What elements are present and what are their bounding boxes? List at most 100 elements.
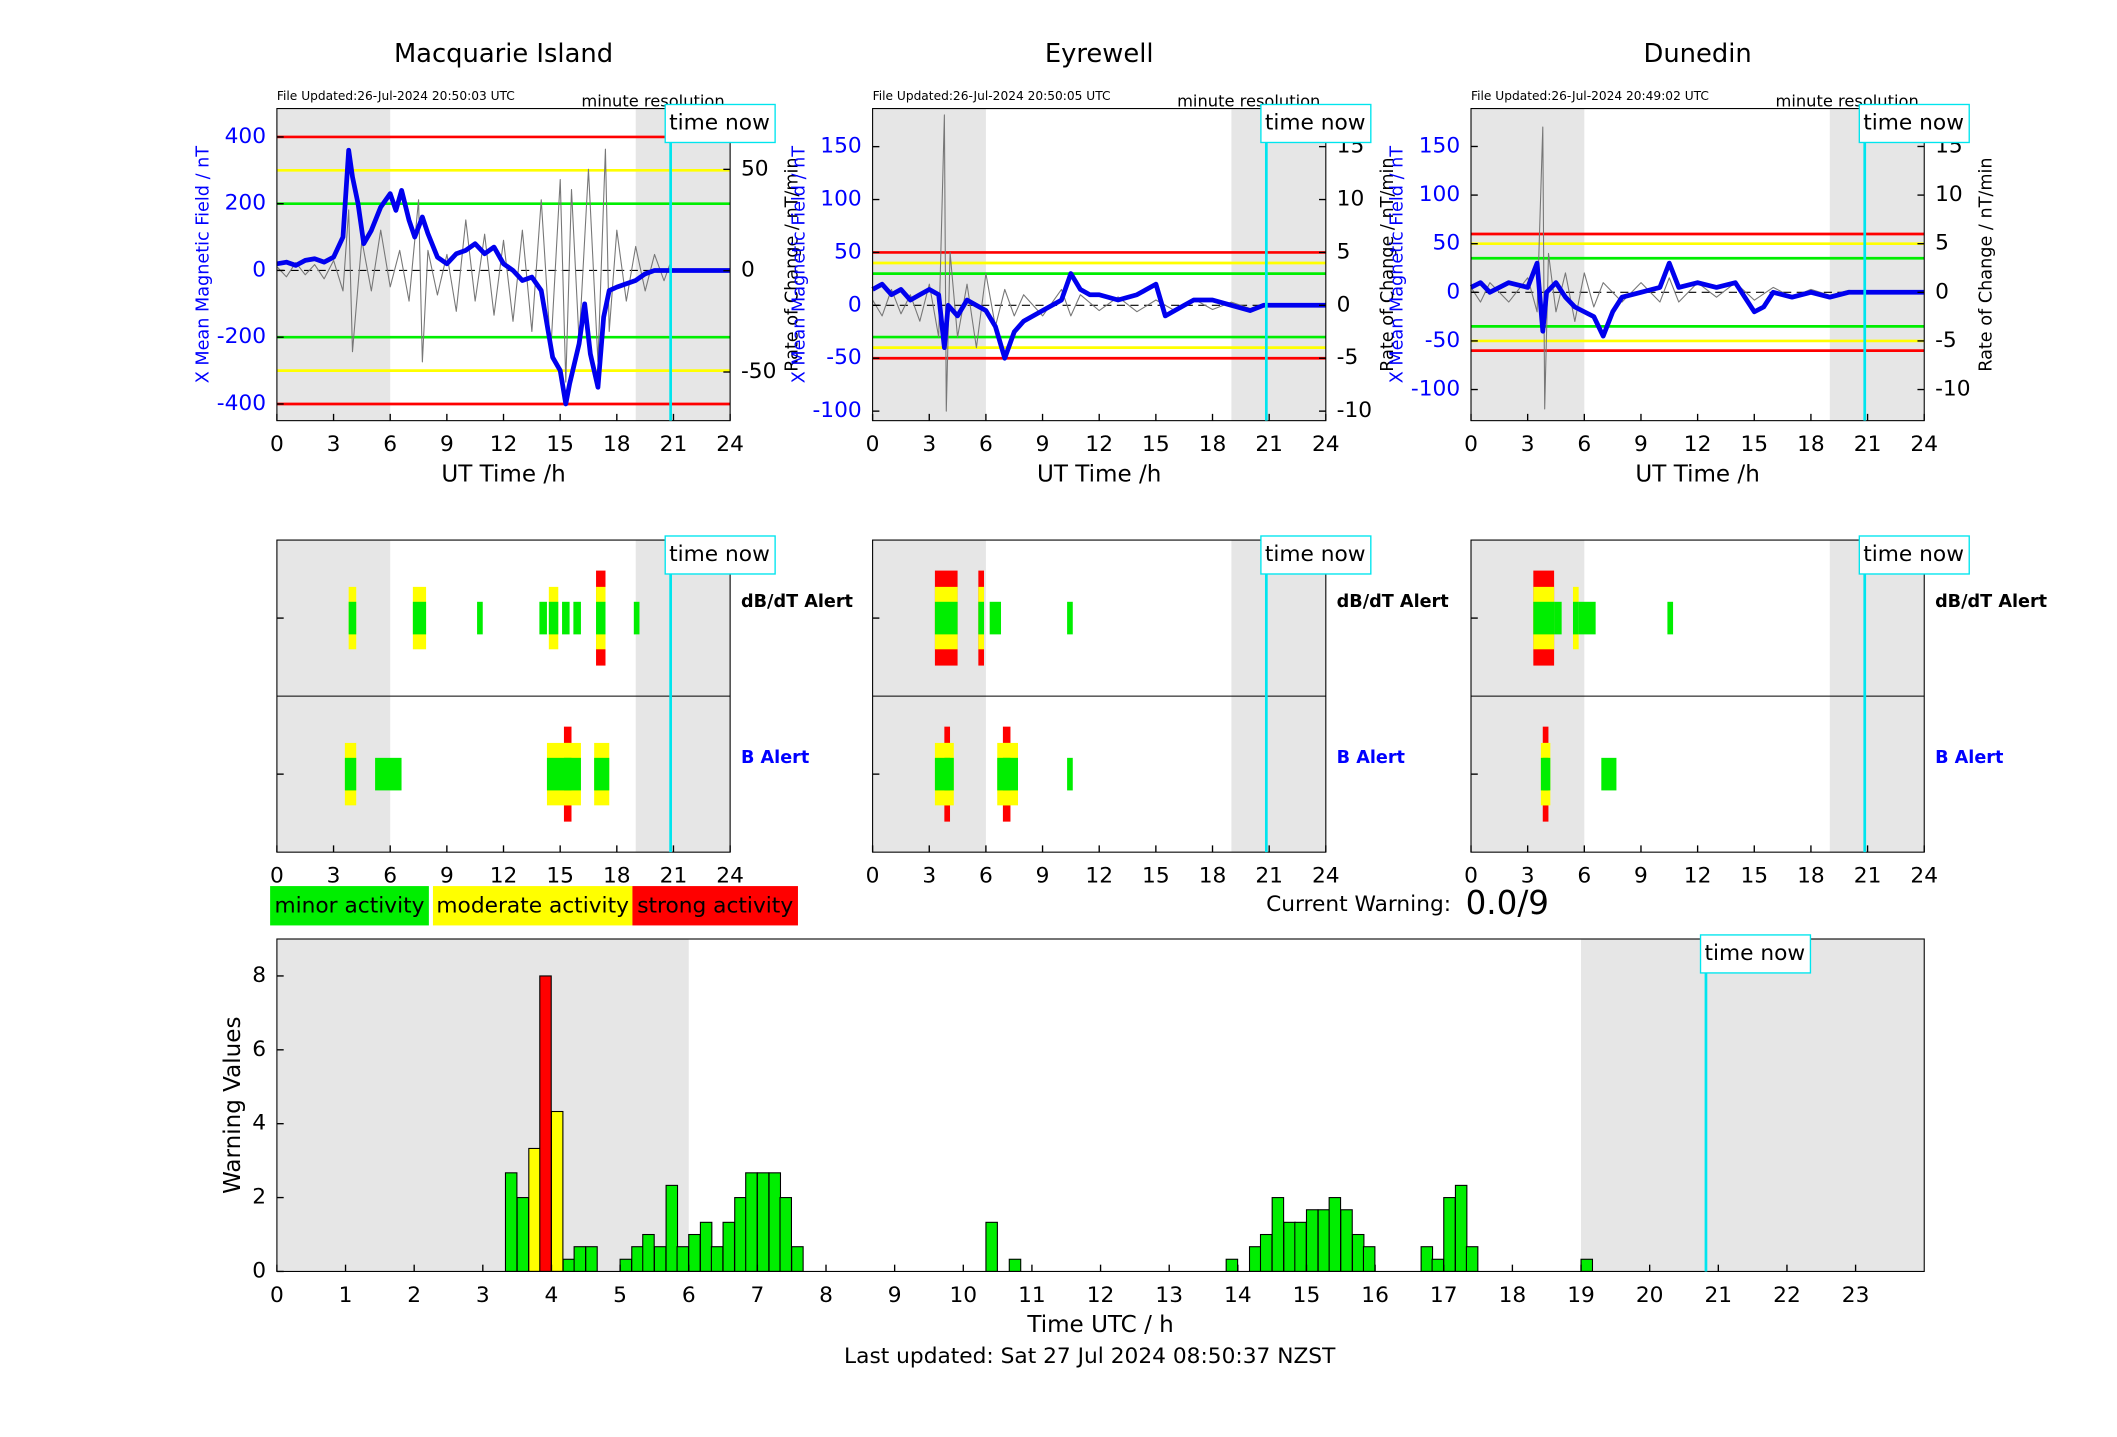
- row-label: B Alert: [741, 748, 810, 768]
- x-tick-label: 21: [1255, 432, 1283, 457]
- bar: [665, 1184, 679, 1272]
- x-axis-label: Time UTC / h: [1026, 1312, 1173, 1338]
- x-tick-label: 2: [407, 1283, 421, 1308]
- x-tick-label: 3: [476, 1283, 490, 1308]
- x-tick-label: 18: [1797, 432, 1825, 457]
- current-warning-value: 0.0/9: [1466, 884, 1549, 922]
- alert-block: [1067, 601, 1073, 635]
- x-tick-label: 11: [1018, 1283, 1046, 1308]
- bar: [619, 1258, 633, 1272]
- legend-swatch: [632, 886, 798, 926]
- alert-block: [1601, 757, 1617, 791]
- bar: [985, 1221, 998, 1272]
- night-shading: [635, 108, 731, 421]
- y2-axis-label: Rate of Change / nT/min: [783, 157, 803, 371]
- x-tick-label: 0: [866, 864, 880, 889]
- time-now-label: time now: [669, 542, 770, 567]
- bar: [1259, 1233, 1273, 1272]
- y2-axis-label: Rate of Change / nT/min: [1977, 157, 1997, 371]
- x-tick-label: 9: [1634, 432, 1648, 457]
- x-tick-label: 6: [979, 864, 993, 889]
- time-now-label: time now: [1265, 542, 1366, 567]
- x-tick-label: 15: [1142, 864, 1170, 889]
- x-tick-label: 0: [270, 864, 284, 889]
- bar: [653, 1246, 667, 1272]
- x-tick-label: 15: [1142, 432, 1170, 457]
- legend-label: moderate activity: [436, 893, 629, 918]
- x-tick-label: 17: [1430, 1283, 1458, 1308]
- y2-tick-label: 10: [1337, 187, 1365, 212]
- x-tick-label: 9: [1036, 864, 1050, 889]
- alert-block: [1542, 757, 1549, 791]
- x-tick-label: 15: [1740, 864, 1768, 889]
- y-tick-label: -100: [812, 398, 861, 423]
- x-tick-label: 18: [1199, 432, 1227, 457]
- alert-block: [563, 757, 572, 791]
- row-label: dB/dT Alert: [1337, 592, 1450, 612]
- y-axis-label: X Mean Magnetic Field / nT: [789, 146, 809, 384]
- bar: [1431, 1258, 1445, 1272]
- time-now-box: [1858, 535, 1970, 575]
- x-tick-label: 3: [1521, 432, 1535, 457]
- x-tick-label: 3: [327, 864, 341, 889]
- y2-tick-label: -5: [1337, 345, 1359, 370]
- alert-block: [989, 601, 1002, 635]
- x-tick-label: 12: [1087, 1283, 1115, 1308]
- x-tick-label: 6: [383, 432, 397, 457]
- alert-block: [412, 601, 427, 635]
- y2-tick-label: 10: [1935, 182, 1963, 207]
- alert-block: [1002, 757, 1011, 791]
- chart-title: Dunedin: [1644, 39, 1752, 69]
- y2-tick-label: -10: [1935, 377, 1970, 402]
- x-tick-label: 21: [1854, 432, 1882, 457]
- x-tick-label: 21: [660, 864, 688, 889]
- alert-block: [548, 601, 559, 635]
- x-tick-label: 12: [1684, 432, 1712, 457]
- alert-block: [1578, 601, 1596, 635]
- alert-block: [978, 601, 985, 635]
- alert-block: [594, 757, 610, 791]
- x-tick-label: 24: [1312, 864, 1340, 889]
- bar: [539, 975, 552, 1272]
- y-tick-label: 400: [225, 124, 266, 149]
- bar: [562, 1258, 576, 1272]
- x-tick-label: 3: [922, 432, 936, 457]
- bar: [1580, 1258, 1594, 1272]
- y-tick-label: 6: [252, 1037, 266, 1062]
- bar: [1271, 1197, 1285, 1272]
- x-axis-label: UT Time /h: [1037, 461, 1161, 487]
- y2-tick-label: 5: [1337, 239, 1351, 264]
- x-tick-label: 21: [1704, 1283, 1732, 1308]
- legend-label: strong activity: [637, 893, 793, 918]
- y-tick-label: -100: [1411, 377, 1460, 402]
- x-tick-label: 21: [1854, 864, 1882, 889]
- y-tick-label: 0: [252, 257, 266, 282]
- x-tick-label: 12: [1085, 432, 1113, 457]
- y2-tick-label: 0: [1935, 279, 1949, 304]
- x-tick-label: 6: [979, 432, 993, 457]
- bar: [1294, 1221, 1307, 1272]
- y-tick-label: -400: [217, 391, 266, 416]
- y-axis-label: Warning Values: [220, 1017, 246, 1194]
- bar: [1443, 1197, 1456, 1272]
- bar: [504, 1172, 518, 1272]
- bar: [528, 1147, 541, 1272]
- alert-block: [1667, 601, 1674, 635]
- y-tick-label: 100: [1419, 182, 1460, 207]
- night-shading: [1231, 108, 1326, 421]
- x-tick-label: 3: [327, 432, 341, 457]
- bar: [1454, 1184, 1468, 1272]
- x-tick-label: 18: [1797, 864, 1825, 889]
- x-tick-label: 9: [440, 864, 454, 889]
- x-tick-label: 24: [716, 864, 744, 889]
- alert-block: [375, 757, 402, 791]
- rate-line: [276, 148, 671, 383]
- alert-block: [562, 601, 570, 635]
- bar: [791, 1246, 804, 1272]
- x-tick-label: 7: [750, 1283, 764, 1308]
- row-label: B Alert: [1337, 748, 1406, 768]
- bar: [768, 1172, 782, 1272]
- bar: [779, 1197, 793, 1272]
- y-tick-label: 2: [252, 1185, 266, 1210]
- bar: [1008, 1258, 1022, 1272]
